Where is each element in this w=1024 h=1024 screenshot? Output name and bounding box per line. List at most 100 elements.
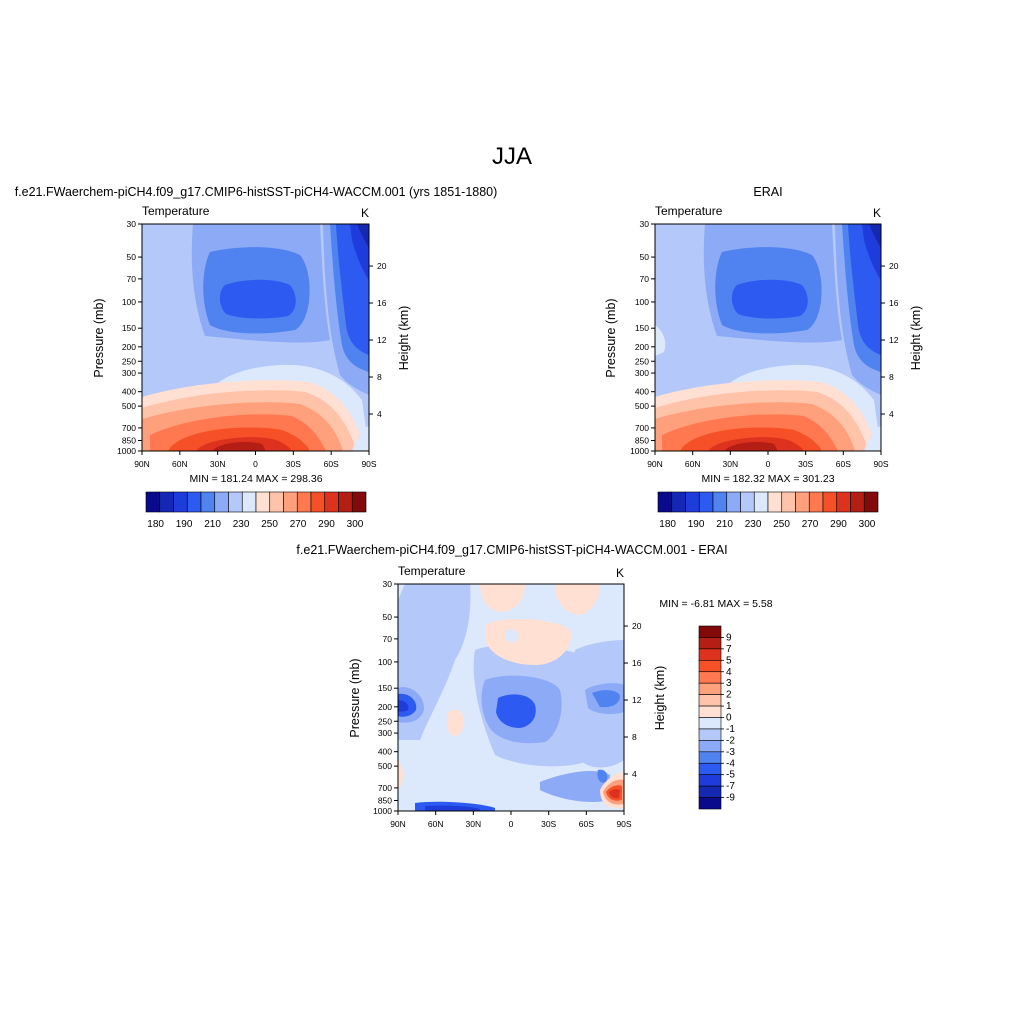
y-tick-label: 30 — [640, 219, 650, 229]
colorbar-label: 5 — [726, 655, 732, 666]
y-tick-label: 300 — [378, 728, 392, 738]
y-tick-label: 400 — [122, 387, 136, 397]
colorbar-label: -9 — [726, 793, 735, 804]
x-tick-label: 60S — [836, 459, 851, 469]
x-tick-label: 60N — [172, 459, 188, 469]
y-tick-label: 50 — [383, 612, 393, 622]
contour-fill-minus2e — [540, 770, 610, 802]
x-tick-label: 60S — [579, 819, 594, 829]
y2-axis-label: Height (km) — [653, 666, 667, 731]
y-tick-label: 1000 — [373, 806, 392, 816]
y-tick-label: 70 — [127, 274, 137, 284]
colorbar-box — [698, 785, 722, 798]
colorbar-box — [186, 491, 202, 513]
colorbar-label: 7 — [726, 644, 732, 655]
y-tick-label: 150 — [122, 323, 136, 333]
colorbar-label: -1 — [726, 724, 735, 735]
y2-tick-label: 8 — [377, 372, 382, 382]
colorbar-label: 290 — [830, 519, 847, 530]
contour-fill-polar — [864, 425, 881, 451]
contour-fill-edge — [655, 325, 666, 356]
x-tick-label: 90S — [873, 459, 888, 469]
y2-tick-label: 20 — [377, 261, 387, 271]
colorbar-label: 270 — [802, 519, 819, 530]
colorbar-label: 1 — [726, 701, 732, 712]
y2-tick-label: 16 — [377, 298, 387, 308]
y-tick-label: 500 — [378, 761, 392, 771]
panel-title: f.e21.FWaerchem-piCH4.f09_g17.CMIP6-hist… — [15, 185, 498, 199]
colorbar-box — [283, 491, 298, 513]
colorbar-box — [712, 491, 728, 513]
contour-field — [655, 224, 881, 451]
colorbar-label: 290 — [318, 519, 335, 530]
left-label: Temperature — [655, 204, 723, 218]
y-tick-label: 300 — [635, 368, 649, 378]
contour-fill-plus1 — [480, 584, 525, 612]
colorbar-box — [822, 491, 838, 513]
y-tick-label: 70 — [640, 274, 650, 284]
colorbar-box — [698, 648, 722, 661]
contour-field — [142, 224, 369, 451]
colorbar-box — [767, 491, 783, 513]
y-tick-label: 200 — [122, 342, 136, 352]
x-tick-label: 90N — [134, 459, 150, 469]
y-tick-label: 200 — [635, 342, 649, 352]
colorbar-box — [698, 762, 722, 775]
y2-tick-label: 12 — [889, 335, 899, 345]
y-tick-label: 700 — [122, 423, 136, 433]
colorbar-label: 300 — [859, 519, 876, 530]
contour-fill-plus1b — [555, 584, 600, 615]
y2-tick-label: 8 — [632, 732, 637, 742]
y-tick-label: 1000 — [117, 446, 136, 456]
contour-fill-plus7 — [609, 788, 620, 799]
x-tick-label: 0 — [509, 819, 514, 829]
colorbar-box — [781, 491, 796, 513]
colorbar-box — [698, 740, 722, 753]
panel-difference: f.e21.FWaerchem-piCH4.f09_g17.CMIP6-hist… — [296, 543, 773, 812]
colorbar-label: 250 — [261, 519, 278, 530]
y2-tick-label: 8 — [889, 372, 894, 382]
colorbar-box — [671, 491, 686, 513]
colorbar-box — [726, 491, 741, 513]
y-tick-label: 850 — [378, 795, 392, 805]
contour-fill-minus4 — [398, 700, 409, 712]
y-tick-label: 100 — [635, 297, 649, 307]
colorbar-box — [795, 491, 810, 513]
y-tick-label: 700 — [635, 423, 649, 433]
colorbar-box — [698, 694, 722, 707]
y2-tick-label: 4 — [377, 409, 382, 419]
colorbar-label: -5 — [726, 770, 735, 781]
contour-field — [398, 584, 624, 811]
colorbar-box — [698, 682, 722, 695]
colorbar-box — [808, 491, 824, 513]
colorbar-box — [698, 660, 722, 673]
colorbar-box — [698, 717, 722, 730]
colorbar-box — [698, 625, 722, 638]
contour-fill-200 — [219, 279, 296, 319]
panel-title: ERAI — [753, 185, 782, 199]
colorbar-label: 180 — [659, 519, 676, 530]
y-tick-label: 300 — [122, 368, 136, 378]
y-tick-label: 700 — [378, 783, 392, 793]
colorbar-box — [685, 491, 700, 513]
colorbar-box — [324, 491, 339, 513]
colorbar-box — [698, 491, 714, 513]
colorbar-box — [657, 491, 673, 513]
y-tick-label: 400 — [378, 747, 392, 757]
colorbar-label: -7 — [726, 781, 735, 792]
x-tick-label: 0 — [253, 459, 258, 469]
contour-fill-minus2c — [592, 690, 620, 708]
x-tick-label: 60N — [685, 459, 701, 469]
y-tick-label: 70 — [383, 634, 393, 644]
colorbar-box — [740, 491, 755, 513]
y-axis-label: Pressure (mb) — [348, 658, 362, 737]
y-tick-label: 500 — [122, 401, 136, 411]
x-tick-label: 30S — [286, 459, 301, 469]
y2-tick-label: 12 — [377, 335, 387, 345]
colorbar-box — [159, 491, 174, 513]
y-tick-label: 30 — [383, 579, 393, 589]
y2-tick-label: 12 — [632, 695, 642, 705]
y2-axis-label: Height (km) — [397, 306, 411, 371]
colorbar-label: 4 — [726, 667, 732, 678]
